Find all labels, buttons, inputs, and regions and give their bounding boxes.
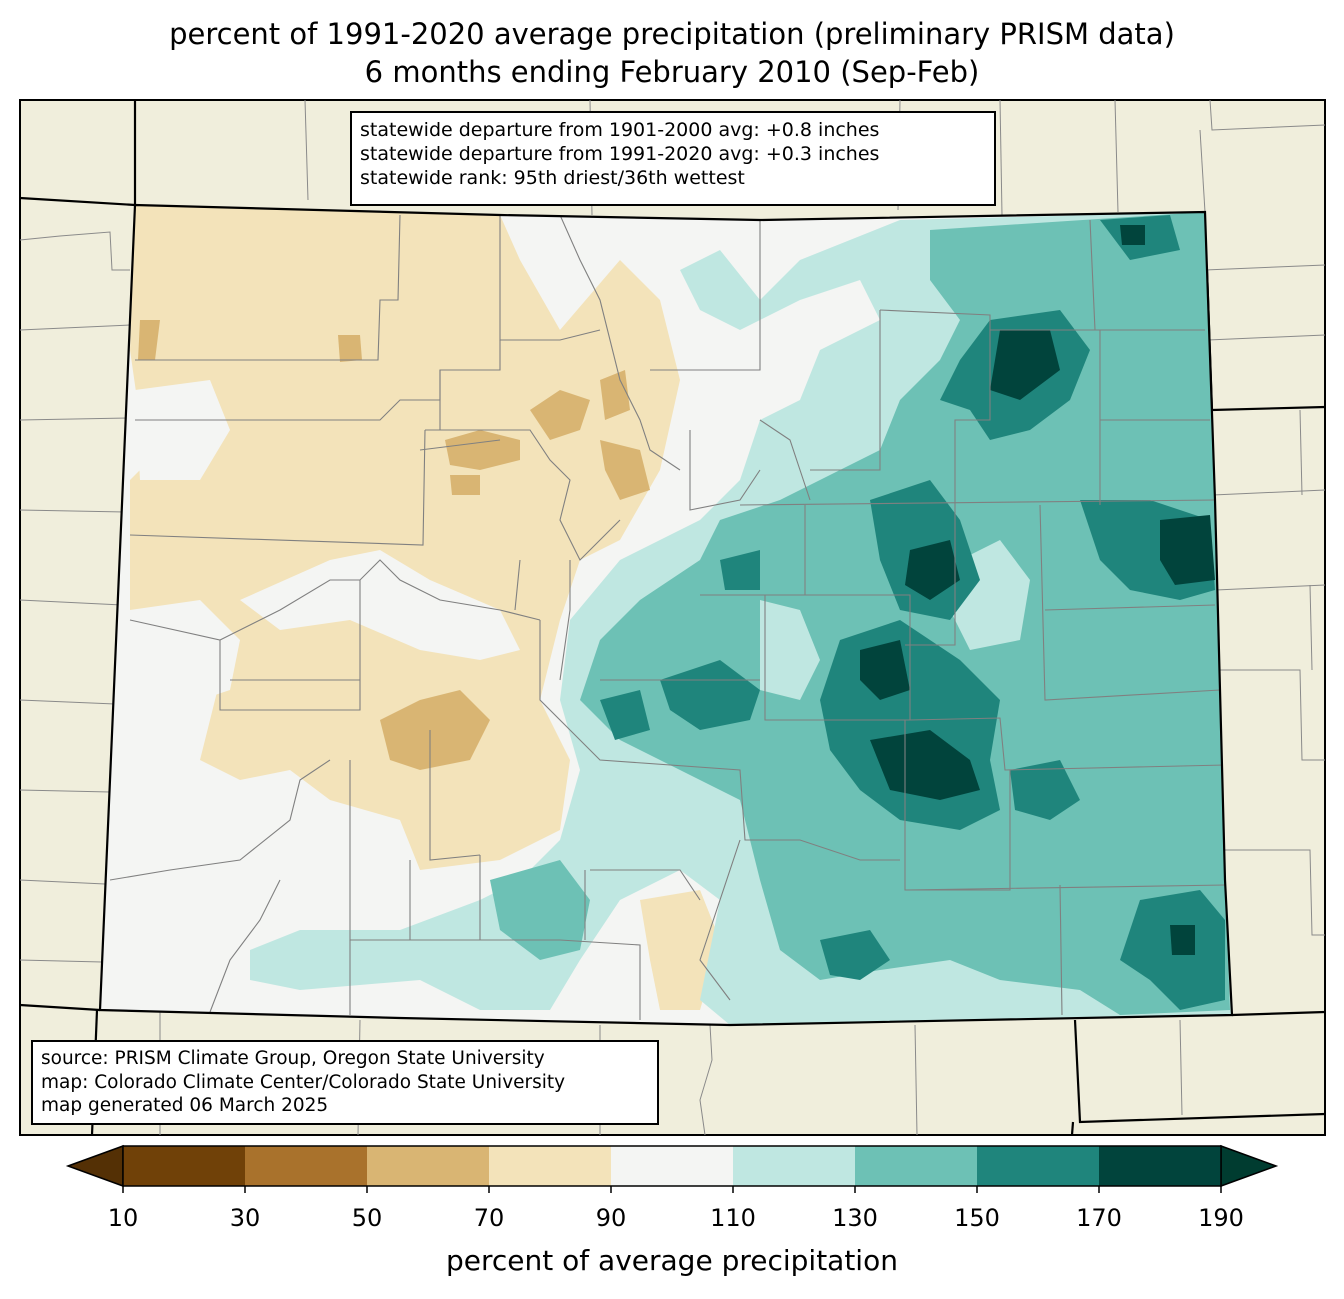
colorbar-label: percent of average precipitation: [446, 1244, 898, 1277]
colorbar-under-arrow: [65, 1144, 124, 1188]
colorbar-segment: [489, 1146, 611, 1186]
county-lines: [109, 214, 1226, 1020]
stats-line-1: statewide departure from 1901-2000 avg: …: [360, 119, 880, 141]
colorbar-segment: [733, 1146, 855, 1186]
colorbar: [65, 1144, 1279, 1193]
colorado-border: [98, 203, 1234, 1027]
colorbar-tick-label: 10: [107, 1204, 139, 1232]
colorbar-segment: [611, 1146, 733, 1186]
colorbar-tick-label: 130: [832, 1204, 878, 1232]
colorbar-tick-label: 170: [1076, 1204, 1122, 1232]
colorbar-segment: [977, 1146, 1099, 1186]
stats-line-2: statewide departure from 1991-2020 avg: …: [360, 143, 880, 165]
map-subtitle: 6 months ending February 2010 (Sep-Feb): [364, 55, 980, 89]
colorbar-segment: [245, 1146, 367, 1186]
source-box: source: PRISM Climate Group, Oregon Stat…: [31, 1040, 659, 1125]
source-line-2: map: Colorado Climate Center/Colorado St…: [41, 1071, 566, 1093]
colorbar-segment: [367, 1146, 489, 1186]
colorbar-tick-label: 70: [473, 1204, 505, 1232]
colorbar-tick-label: 90: [595, 1204, 627, 1232]
colorbar-segment: [123, 1146, 245, 1186]
colorbar-tick-label: 150: [954, 1204, 1000, 1232]
colorbar-segment: [1099, 1146, 1221, 1186]
stats-line-3: statewide rank: 95th driest/36th wettest: [360, 167, 745, 189]
colorbar-segment: [855, 1146, 977, 1186]
colorbar-tick-label: 190: [1198, 1204, 1244, 1232]
colorbar-over-arrow: [1220, 1144, 1279, 1188]
colorbar-outline: [122, 1145, 1222, 1187]
map-title: percent of 1991-2020 average precipitati…: [169, 17, 1175, 51]
statewide-stats-box: statewide departure from 1901-2000 avg: …: [350, 111, 996, 206]
source-line-3: map generated 06 March 2025: [41, 1095, 329, 1116]
colorbar-tick-label: 50: [351, 1204, 383, 1232]
colorbar-tick-label: 30: [229, 1204, 261, 1232]
colorbar-tick-label: 110: [710, 1204, 756, 1232]
source-line-1: source: PRISM Climate Group, Oregon Stat…: [41, 1048, 545, 1069]
